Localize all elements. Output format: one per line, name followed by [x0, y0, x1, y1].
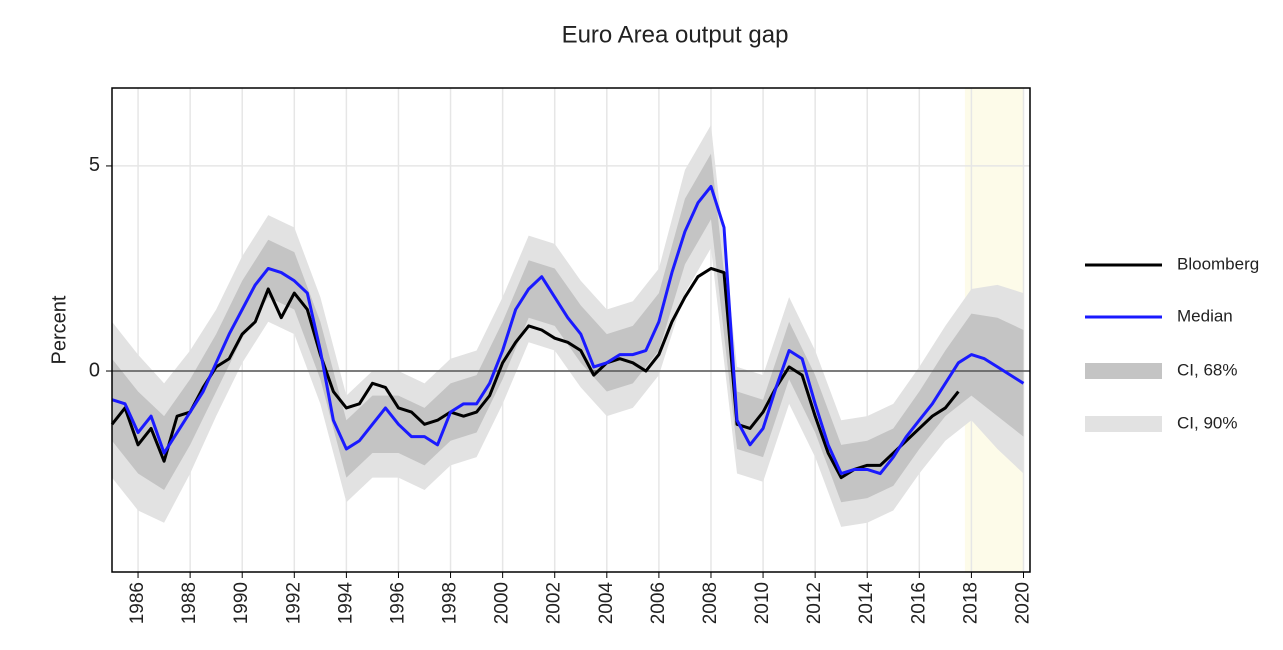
x-tick-label: 2020: [1013, 582, 1034, 624]
plot-area: 1986 1988 1990 1992 1994 1996 1998 2000 2002 2004…: [89, 87, 1034, 625]
x-tick-label: 2006: [648, 582, 669, 624]
series-line: [111, 184, 1025, 476]
x-tick-label: 2004: [596, 582, 617, 625]
legend: Bloomberg Median CI, 68% CI, 90%: [1085, 254, 1259, 432]
x-tick-label: 2008: [700, 582, 721, 624]
legend-label: CI, 90%: [1177, 413, 1237, 432]
y-tick-label: 0: [89, 359, 100, 381]
legend-label: Median: [1177, 306, 1233, 325]
x-tick-label: 1990: [231, 582, 252, 624]
x-tick-label: 2010: [752, 582, 773, 624]
plot-border: [111, 87, 1031, 573]
legend-swatch: [1085, 363, 1162, 379]
x-tick-label: 1988: [179, 582, 200, 624]
y-tick-label: 5: [89, 154, 100, 176]
x-tick-label: 1996: [387, 582, 408, 624]
x-tick-label: 1998: [440, 582, 461, 624]
x-tick-label: 1994: [335, 582, 356, 625]
x-tick-label: 2018: [960, 582, 981, 624]
series-line: [110, 266, 960, 480]
x-tick-label: 1992: [283, 582, 304, 624]
x-tick-label: 2016: [908, 582, 929, 624]
x-tick-label: 1986: [127, 582, 148, 624]
y-axis-label: Percent: [48, 295, 70, 364]
legend-label: Bloomberg: [1177, 254, 1259, 273]
x-tick-label: 2012: [804, 582, 825, 624]
x-tick-label: 2014: [856, 582, 877, 625]
x-tick-label: 2000: [492, 582, 513, 624]
chart-title: Euro Area output gap: [562, 21, 789, 48]
x-tick-label: 2002: [544, 582, 565, 624]
legend-label: CI, 68%: [1177, 360, 1237, 379]
confidence-band: [112, 153, 1024, 503]
legend-swatch: [1085, 416, 1162, 432]
